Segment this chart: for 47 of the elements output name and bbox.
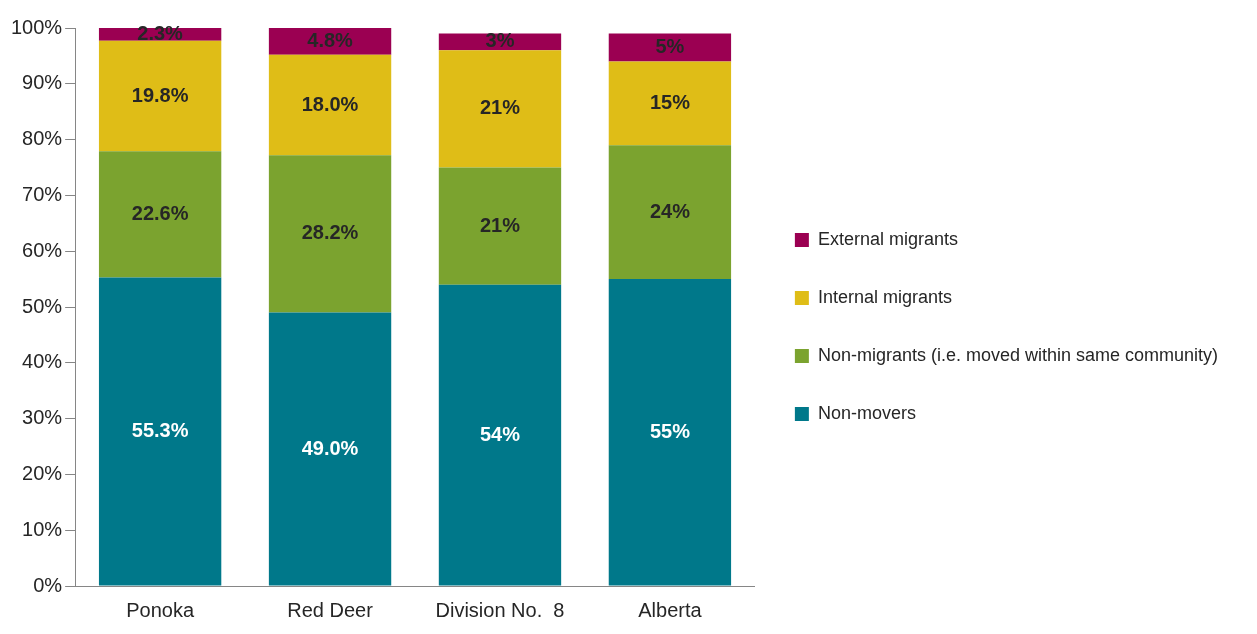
legend-label: Non-migrants (i.e. moved within same community): [817, 344, 1218, 365]
bar: [98, 277, 222, 586]
y-tick-label: 30%: [22, 406, 63, 429]
bar: [268, 54, 392, 156]
bar: [438, 167, 562, 285]
y-tick-label: 10%: [22, 517, 63, 540]
y-tick-label: 50%: [22, 294, 63, 317]
bar: [268, 155, 392, 313]
y-tick-label: 0%: [33, 573, 63, 596]
x-tick-label: Division No. 8: [435, 598, 565, 621]
data-label: 18.0%: [301, 92, 359, 115]
y-tick-label: 60%: [22, 238, 63, 261]
y-tick-label: 40%: [22, 350, 63, 373]
data-label: 15%: [649, 90, 691, 113]
bar: [438, 50, 562, 168]
data-label: 3%: [485, 29, 515, 52]
data-label: 49.0%: [301, 436, 359, 459]
data-label: 21%: [479, 213, 521, 236]
legend-label: Internal migrants: [817, 286, 952, 307]
data-label: 55%: [649, 419, 691, 442]
data-label: 4.8%: [307, 28, 354, 51]
bar: [98, 151, 222, 278]
data-label: 54%: [479, 422, 521, 445]
data-label: 22.6%: [131, 201, 189, 224]
y-tick-label: 90%: [22, 71, 63, 94]
bar: [608, 61, 732, 146]
bar: [608, 145, 732, 280]
legend-label: External migrants: [817, 228, 958, 249]
y-tick-label: 70%: [22, 182, 63, 205]
y-tick-label: 20%: [22, 461, 63, 484]
data-label: 19.8%: [131, 83, 189, 106]
legend-label: Non-movers: [817, 402, 916, 423]
bar: [268, 312, 392, 586]
y-tick-label: 80%: [22, 127, 63, 150]
bar: [98, 40, 222, 152]
x-tick-label: Alberta: [638, 598, 703, 621]
bar: [438, 284, 562, 586]
x-tick-label: Red Deer: [287, 598, 374, 621]
data-label: 21%: [479, 96, 521, 119]
data-label: 24%: [649, 199, 691, 222]
data-label: 55.3%: [131, 418, 189, 441]
x-tick-label: Ponoka: [126, 598, 195, 621]
y-tick-label: 100%: [11, 15, 63, 38]
data-label: 2.3%: [137, 21, 184, 44]
data-label: 28.2%: [301, 221, 359, 244]
bar: [608, 279, 732, 586]
data-label: 5%: [655, 35, 685, 58]
